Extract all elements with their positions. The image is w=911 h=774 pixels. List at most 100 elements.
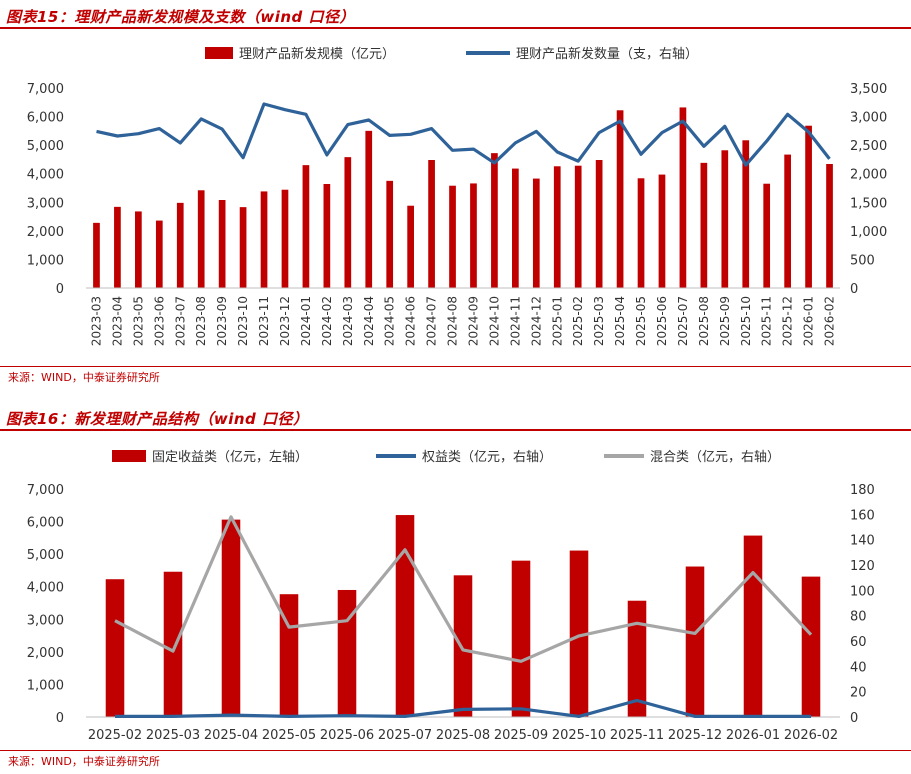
- bar: [279, 594, 299, 717]
- x-tick-label: 2024-05: [383, 296, 397, 346]
- right-tick-label: 2,000: [850, 168, 887, 183]
- right-tick-label: 3,500: [850, 82, 887, 97]
- left-tick-label: 7,000: [27, 483, 64, 498]
- x-tick-label: 2025-05: [262, 728, 316, 743]
- bar: [685, 566, 705, 717]
- x-tick-label: 2026-02: [784, 728, 838, 743]
- chart-16: 固定收益类（亿元，左轴） 权益类（亿元，右轴） 混合类（亿元，右轴） 0 1,000 2,…: [27, 449, 875, 743]
- bar: [742, 140, 750, 288]
- left-tick-label: 0: [56, 282, 64, 297]
- left-tick-label: 1,000: [27, 253, 64, 268]
- x-tick-label: 2023-08: [194, 296, 208, 346]
- bar: [176, 202, 184, 288]
- left-tick-label: 6,000: [27, 516, 64, 531]
- figure-15-source: 来源：WIND，中泰证券研究所: [8, 371, 160, 384]
- right-tick-label: 160: [850, 508, 875, 523]
- right-tick-label: 180: [850, 483, 875, 498]
- right-tick-label: 60: [850, 635, 867, 650]
- left-tick-label: 3,000: [27, 613, 64, 628]
- bar: [221, 519, 241, 717]
- bar: [453, 575, 473, 717]
- legend-label-1: 权益类（亿元，右轴）: [422, 449, 552, 465]
- legend-swatch-0: [112, 450, 146, 462]
- x-tick-label: 2025-02: [571, 296, 585, 346]
- x-tick-label: 2023-05: [131, 296, 145, 346]
- right-tick-label: 100: [850, 584, 875, 599]
- figure-15-title: 图表15：理财产品新发规模及支数（wind 口径）: [6, 8, 356, 26]
- bar: [491, 153, 498, 288]
- x-tick-label: 2023-12: [278, 296, 292, 346]
- series-line-2: [114, 515, 813, 663]
- x-tick-label: 2026-01: [802, 296, 816, 346]
- bar: [595, 160, 603, 288]
- x-tick-label: 2025-06: [320, 728, 374, 743]
- left-tick-label: 7,000: [27, 82, 64, 97]
- legend-label-1: 理财产品新发数量（支，右轴）: [516, 46, 698, 62]
- right-tick-label: 2,500: [850, 139, 887, 154]
- bar: [637, 178, 645, 288]
- right-tick-label: 3,000: [850, 111, 887, 126]
- bar: [763, 183, 771, 288]
- bar: [323, 184, 331, 288]
- x-tick-label: 2025-05: [634, 296, 648, 346]
- x-tick-label: 2025-11: [760, 296, 774, 346]
- x-tick-label: 2024-04: [362, 296, 376, 346]
- bar: [616, 110, 624, 289]
- x-tick-label: 2024-10: [487, 296, 501, 346]
- x-tick-label: 2023-03: [89, 296, 103, 346]
- figure-16-top-rule: [0, 429, 911, 431]
- bar: [344, 157, 352, 288]
- figure-16-source: 来源：WIND，中泰证券研究所: [8, 755, 160, 768]
- bar: [511, 560, 531, 717]
- x-tick-label: 2025-03: [146, 728, 200, 743]
- x-tick-label: 2025-08: [436, 728, 490, 743]
- figure-15: 图表15：理财产品新发规模及支数（wind 口径） 理财产品新发规模（亿元） 理财…: [0, 8, 911, 384]
- x-tick-label: 2025-04: [204, 728, 258, 743]
- x-tick-label: 2023-06: [152, 296, 166, 346]
- bar: [260, 191, 268, 288]
- chart-15: 理财产品新发规模（亿元） 理财产品新发数量（支，右轴） 0 1,000 2,000 3,0…: [27, 46, 887, 346]
- legend-label-2: 混合类（亿元，右轴）: [650, 450, 780, 465]
- bar: [658, 174, 666, 288]
- x-tick-label: 2023-11: [257, 296, 271, 346]
- x-tick-label: 2024-02: [320, 296, 334, 346]
- right-tick-label: 1,000: [850, 225, 887, 240]
- bar: [218, 200, 226, 288]
- x-tick-label: 2024-12: [529, 296, 543, 346]
- figure-16: 图表16：新发理财产品结构（wind 口径） 固定收益类（亿元，左轴） 权益类（亿…: [0, 388, 911, 774]
- x-tick-label: 2026-01: [726, 728, 780, 743]
- x-tick-label: 2025-12: [668, 728, 722, 743]
- x-tick-label: 2025-10: [552, 728, 606, 743]
- left-tick-label: 4,000: [27, 581, 64, 596]
- series-line-1: [96, 102, 831, 167]
- bar: [801, 576, 821, 717]
- bar: [700, 162, 708, 288]
- x-tick-label: 2025-12: [781, 296, 795, 346]
- bar: [135, 211, 142, 288]
- bar: [805, 125, 812, 288]
- bar: [449, 185, 456, 288]
- x-tick-label: 2024-09: [466, 296, 480, 346]
- bar: [826, 164, 833, 288]
- x-tick-label: 2025-08: [697, 296, 711, 346]
- x-tick-label: 2025-04: [613, 296, 627, 346]
- right-tick-label: 0: [850, 282, 858, 297]
- bar: [743, 535, 763, 717]
- bar: [627, 600, 647, 717]
- bar: [407, 205, 414, 288]
- bar: [114, 206, 121, 288]
- bar: [93, 222, 100, 288]
- left-tick-label: 4,000: [27, 168, 64, 183]
- bar: [365, 130, 373, 288]
- x-tick-label: 2023-04: [110, 296, 124, 346]
- x-tick-label: 2025-10: [739, 296, 753, 346]
- x-tick-label: 2025-02: [88, 728, 142, 743]
- x-tick-label: 2023-09: [215, 296, 229, 346]
- x-tick-label: 2025-03: [592, 296, 606, 346]
- x-tick-label: 2025-06: [655, 296, 669, 346]
- bar: [553, 166, 561, 288]
- bar: [155, 220, 163, 288]
- left-tick-label: 5,000: [27, 548, 64, 563]
- x-tick-label: 2024-01: [299, 296, 313, 346]
- x-tick-label: 2024-06: [404, 296, 418, 346]
